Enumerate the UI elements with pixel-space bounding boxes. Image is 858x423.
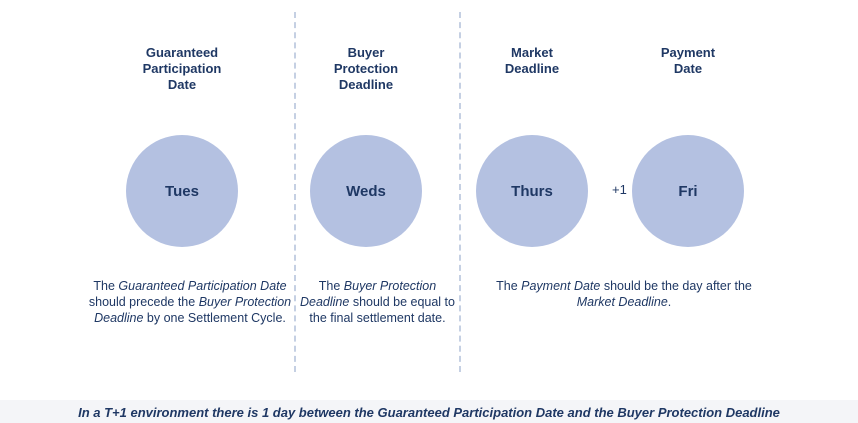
day-circle: Fri	[632, 135, 744, 247]
description-text: The	[496, 279, 522, 293]
heading-line: Buyer	[347, 45, 385, 60]
day-circle: Thurs	[476, 135, 588, 247]
description-emphasis: Buyer Protection Deadline	[300, 279, 437, 309]
description-text: The	[318, 279, 344, 293]
description-emphasis: Payment Date	[521, 279, 601, 293]
description-text: The	[93, 279, 119, 293]
column-heading: Market Deadline	[467, 45, 597, 77]
day-circle: Weds	[310, 135, 422, 247]
heading-line: Participation	[142, 61, 222, 76]
heading-line: Market	[511, 45, 553, 60]
description-emphasis: Market Deadline	[576, 295, 668, 309]
description-text: should be equal to the final settlement …	[309, 295, 455, 325]
heading-line: Payment	[660, 45, 716, 60]
description-text: by one Settlement Cycle.	[143, 311, 286, 325]
footer: In a T+1 environment there is 1 day betw…	[0, 400, 858, 423]
heading-line: Deadline	[504, 61, 560, 76]
description: The Guaranteed Participation Date should…	[85, 278, 295, 326]
description-text: should be the day after the	[600, 279, 752, 293]
day-circle: Tues	[126, 135, 238, 247]
heading-line: Date	[673, 61, 703, 76]
divider	[459, 12, 461, 372]
column-heading: Guaranteed Participation Date	[117, 45, 247, 93]
heading-line: Protection	[333, 61, 399, 76]
connector: +1	[612, 182, 627, 197]
heading-line: Date	[167, 77, 197, 92]
description: The Payment Date should be the day after…	[478, 278, 770, 310]
description-text: .	[667, 295, 672, 309]
column-heading: Payment Date	[623, 45, 753, 77]
divider	[294, 12, 296, 372]
heading-line: Deadline	[338, 77, 394, 92]
column-heading: Buyer Protection Deadline	[301, 45, 431, 93]
heading-line: Guaranteed	[145, 45, 219, 60]
description-emphasis: Buyer Protection Deadline	[94, 295, 292, 325]
description-text: should precede the	[88, 295, 199, 309]
description: The Buyer Protection Deadline should be …	[300, 278, 455, 326]
description-emphasis: Guaranteed Participation Date	[118, 279, 287, 293]
